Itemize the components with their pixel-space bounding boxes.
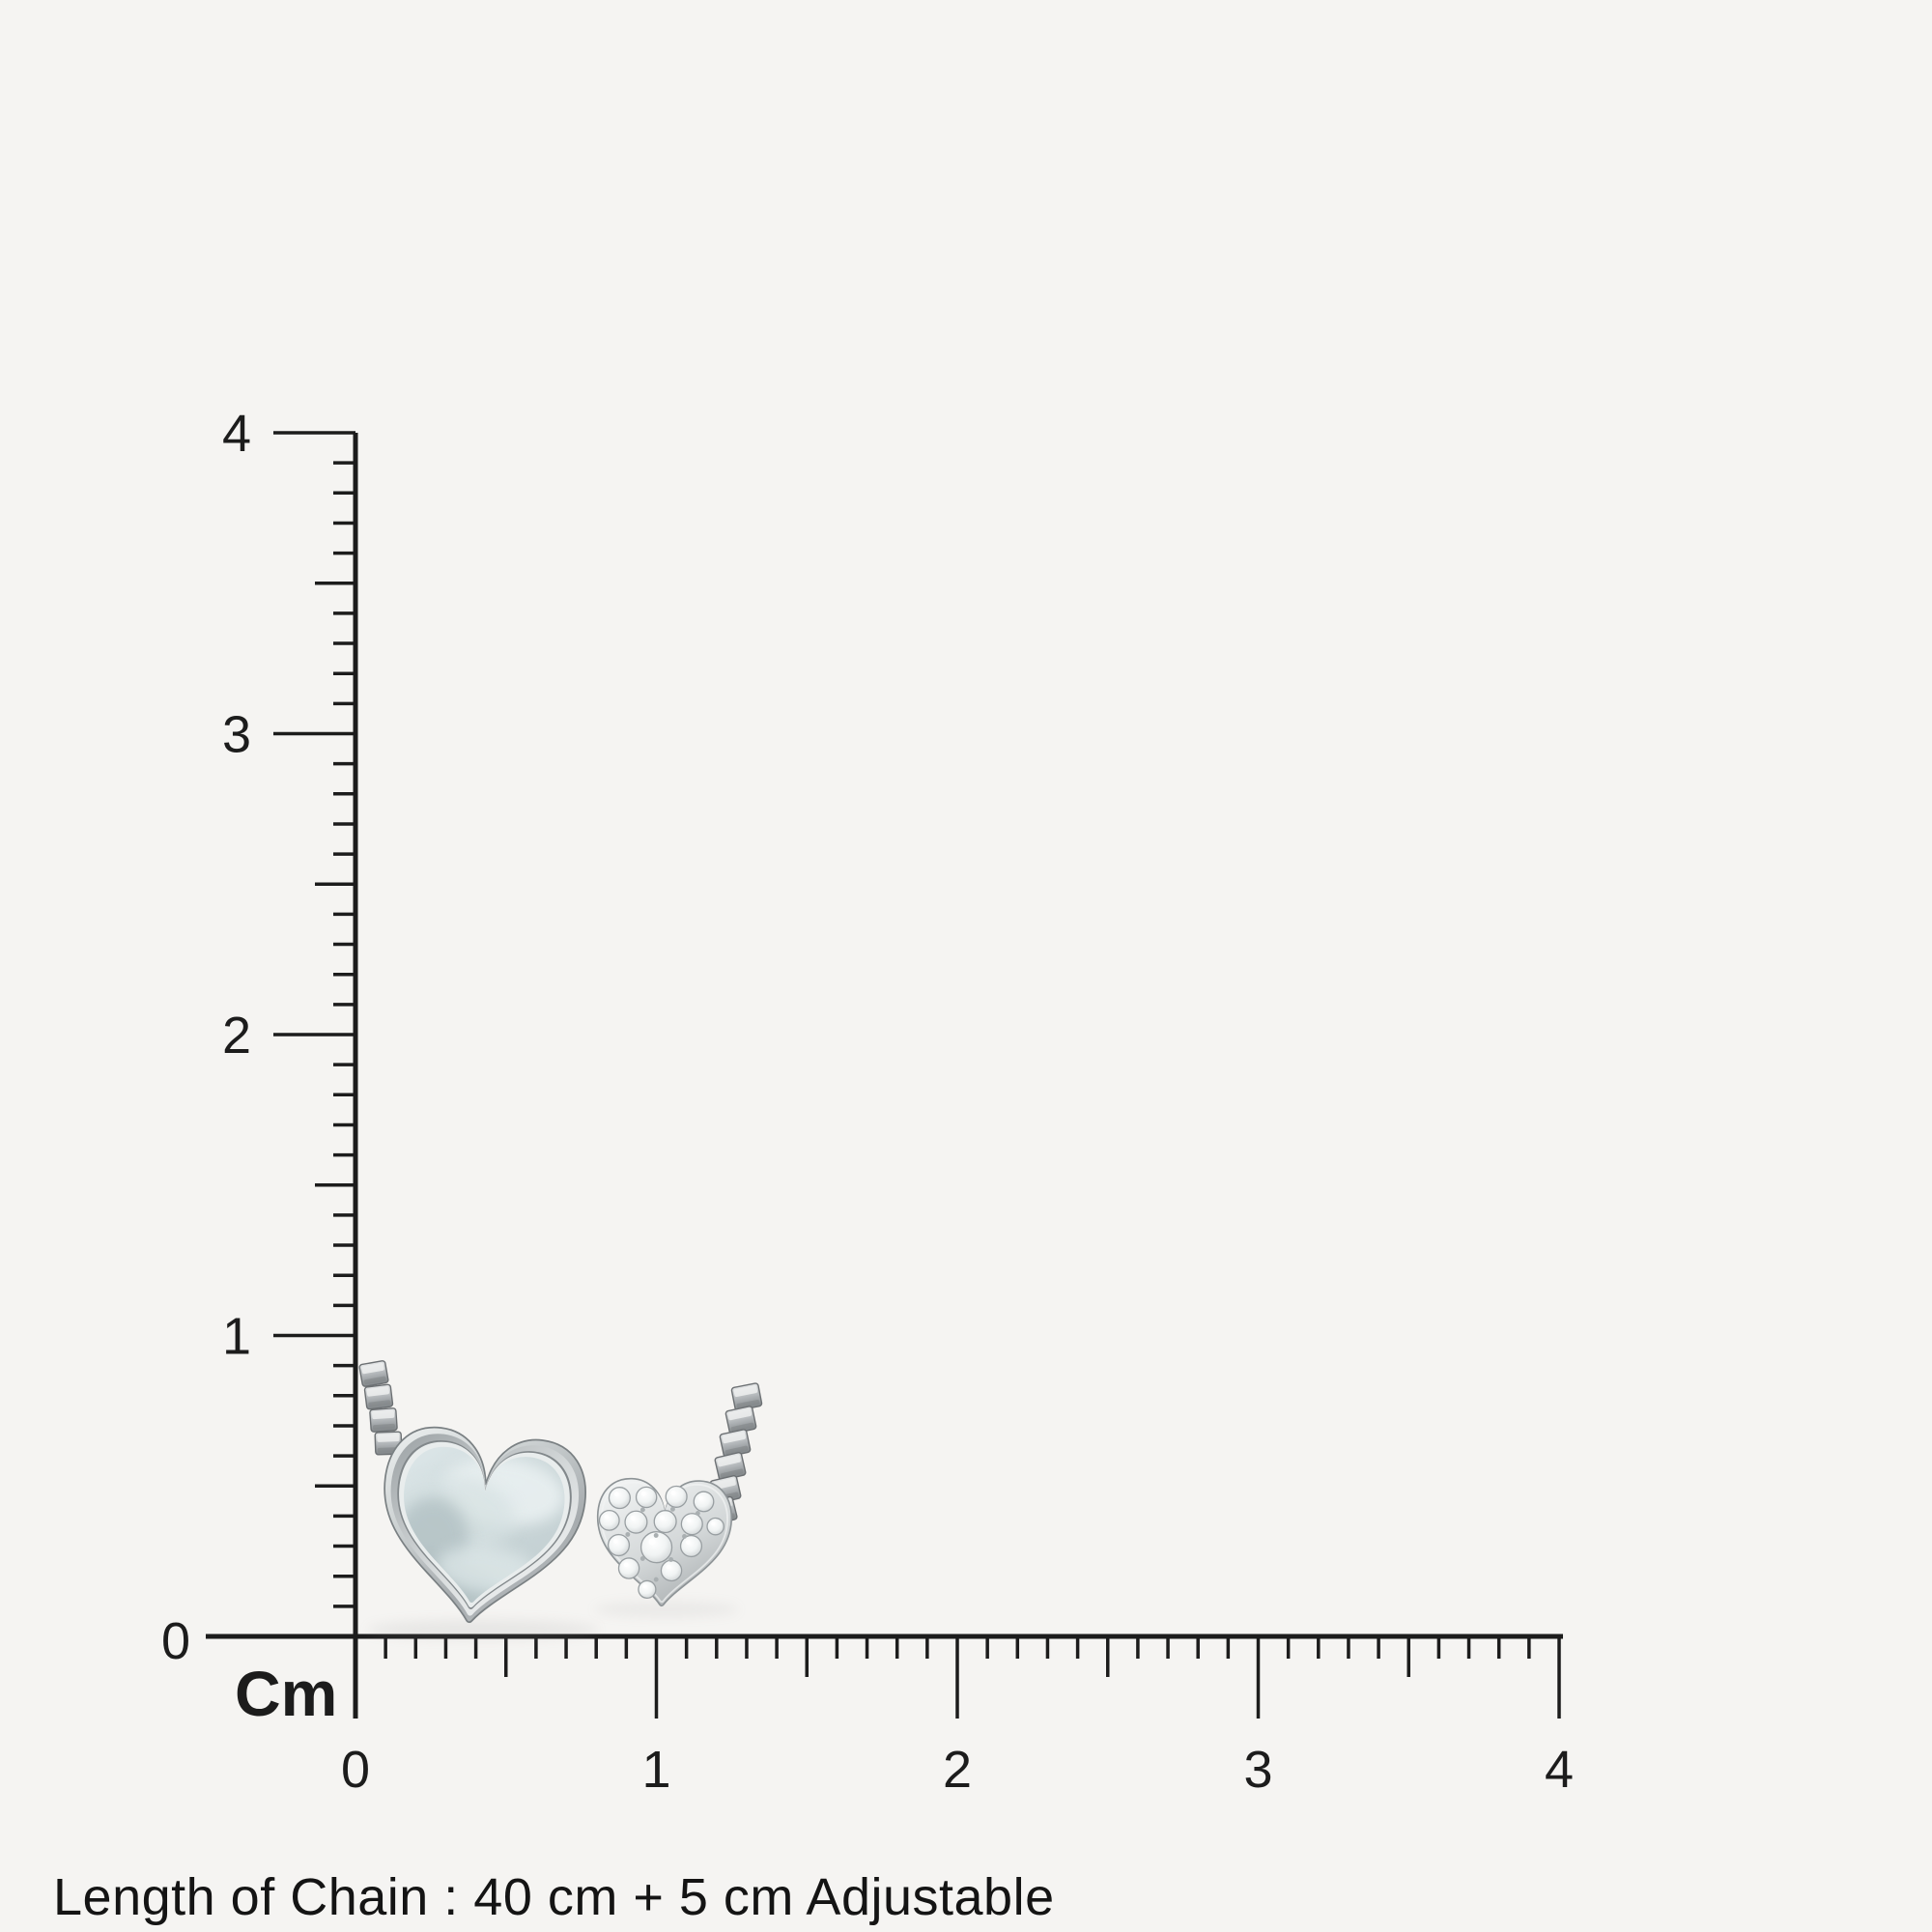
pendant-photo (358, 1360, 763, 1639)
pave-prong (682, 1534, 687, 1539)
crystal-sparkle (666, 1564, 671, 1570)
h-axis-label-0: 0 (341, 1741, 370, 1799)
crystal-sparkle (698, 1495, 703, 1501)
left-heart-shadow (367, 1620, 599, 1639)
crystal-sparkle (685, 1540, 691, 1545)
crystal-stone (607, 1533, 631, 1557)
crystal-stone (693, 1491, 715, 1513)
pave-prong (695, 1511, 700, 1516)
crystal-sparkle (640, 1491, 646, 1496)
crystal-stone (639, 1531, 673, 1564)
h-axis-label-1: 1 (641, 1741, 670, 1799)
h-axis-label-4: 4 (1545, 1741, 1574, 1799)
crystal-sparkle (642, 1584, 647, 1589)
crystal-sparkle (612, 1539, 618, 1544)
pave-prong (653, 1577, 659, 1582)
pave-stones (598, 1485, 724, 1600)
crystal-stone (638, 1579, 657, 1600)
crystal-stone (665, 1485, 688, 1508)
crystal-sparkle (648, 1538, 656, 1546)
chain-link (730, 1382, 763, 1411)
crystal-sparkle (711, 1521, 716, 1525)
crystal-sparkle (630, 1516, 636, 1521)
crystal-stone (706, 1517, 724, 1536)
pave-prong (625, 1531, 631, 1537)
v-axis-label-2: 2 (222, 1007, 251, 1065)
v-axis-label-3: 3 (222, 706, 251, 764)
mother-of-pearl-heart-pendant (367, 1420, 593, 1636)
pave-prong (639, 1555, 645, 1561)
h-axis-label-2: 2 (943, 1741, 972, 1799)
pave-prong (669, 1506, 675, 1512)
crystal-stone (608, 1487, 631, 1510)
crystal-stone (635, 1486, 658, 1509)
chain-link (719, 1429, 752, 1458)
v-axis-label-4: 4 (222, 405, 251, 463)
crystal-stone (624, 1510, 648, 1534)
crystal-stone (660, 1559, 683, 1582)
crystal-sparkle (623, 1562, 629, 1568)
crystal-sparkle (686, 1518, 692, 1523)
crystal-stone (653, 1510, 677, 1534)
crystal-sparkle (604, 1514, 610, 1520)
crystal-stone (598, 1509, 620, 1531)
cm-ruler: 4 3 2 1 0 0 1 2 3 4 (161, 405, 1574, 1799)
crystal-sparkle (670, 1491, 676, 1495)
pave-crystal-heart-pendant (593, 1476, 734, 1609)
crystal-stone (679, 1534, 703, 1558)
crystal-sparkle (659, 1515, 665, 1520)
pave-prong (668, 1556, 674, 1562)
chain-length-caption: Length of Chain : 40 cm + 5 cm Adjustabl… (53, 1868, 1055, 1926)
chain-link (358, 1360, 389, 1387)
crystal-sparkle (613, 1492, 619, 1497)
ruler-unit-label: Cm (235, 1658, 337, 1729)
chain-link (714, 1452, 747, 1481)
right-heart-shadow (594, 1602, 739, 1617)
v-axis-label-1: 1 (222, 1308, 251, 1366)
crystal-stone (680, 1513, 703, 1536)
box-chain-left (358, 1360, 403, 1456)
pave-prong (653, 1532, 659, 1538)
crystal-stone (617, 1557, 640, 1579)
chain-link (369, 1407, 398, 1433)
chain-link (724, 1406, 757, 1435)
chain-link (363, 1383, 394, 1410)
v-axis-label-0: 0 (161, 1612, 190, 1670)
pave-prong (639, 1507, 645, 1513)
h-axis-label-3: 3 (1243, 1741, 1272, 1799)
